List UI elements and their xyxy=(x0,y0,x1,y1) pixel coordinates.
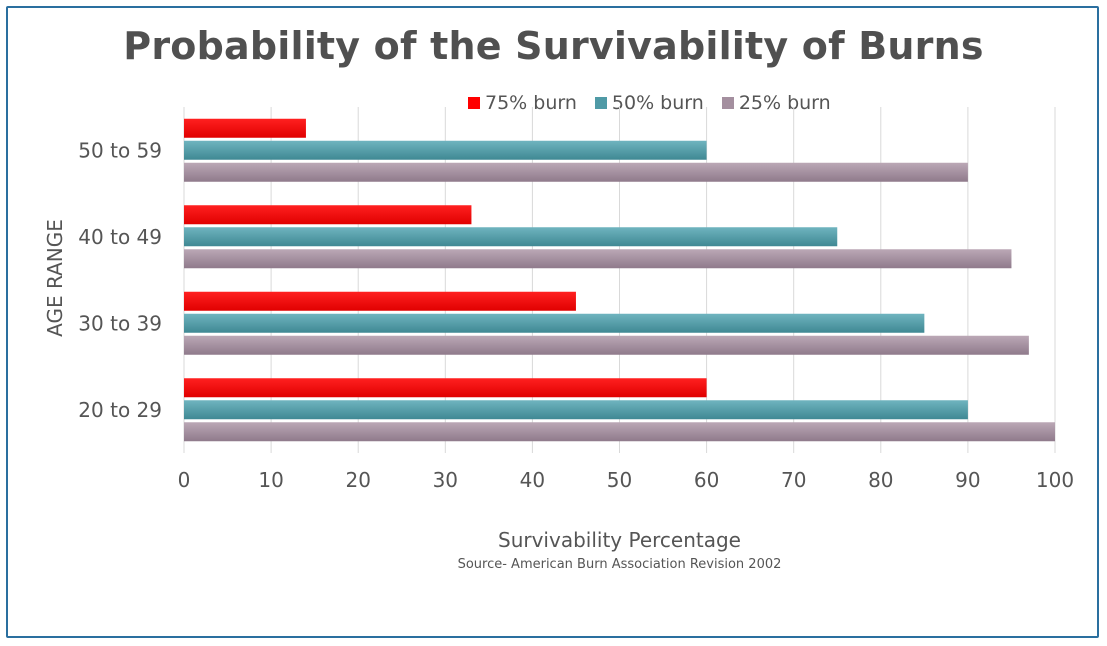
x-tick-label: 40 xyxy=(520,468,545,492)
bars xyxy=(184,118,1055,442)
bar-25-burn-20-to-29 xyxy=(184,422,1055,442)
legend: 75% burn 50% burn 25% burn xyxy=(468,91,831,115)
x-tick-label: 0 xyxy=(178,468,191,492)
bar-75-burn-40-to-49 xyxy=(184,205,472,225)
x-axis-title: Survivability Percentage xyxy=(498,528,741,552)
legend-swatch-75 xyxy=(468,97,480,109)
bar-50-burn-40-to-49 xyxy=(184,227,838,247)
bar-50-burn-20-to-29 xyxy=(184,400,968,420)
legend-label-50: 50% burn xyxy=(611,92,704,114)
x-tick-label: 90 xyxy=(955,468,980,492)
y-category-label: 40 to 49 xyxy=(78,225,162,249)
y-category-label: 20 to 29 xyxy=(78,398,162,422)
x-tick-label: 100 xyxy=(1036,468,1074,492)
bar-75-burn-20-to-29 xyxy=(184,378,707,398)
legend-swatch-50 xyxy=(594,97,607,109)
x-tick-label: 80 xyxy=(868,468,893,492)
x-tick-label: 70 xyxy=(781,468,806,492)
bar-75-burn-50-to-59 xyxy=(184,118,306,138)
y-category-label: 50 to 59 xyxy=(78,138,162,162)
bar-25-burn-50-to-59 xyxy=(184,162,968,182)
x-tick-label: 60 xyxy=(694,468,719,492)
legend-item-75: 75% burn xyxy=(468,92,577,114)
bar-25-burn-40-to-49 xyxy=(184,249,1012,269)
bar-75-burn-30-to-39 xyxy=(184,291,576,311)
x-tick-label: 50 xyxy=(607,468,632,492)
x-tick-labels: 0 10 20 30 40 50 60 70 80 90 100 xyxy=(178,468,1074,492)
legend-item-50: 50% burn xyxy=(594,92,704,114)
chart-title: Probability of the Survivability of Burn… xyxy=(123,24,984,68)
legend-label-25: 25% burn xyxy=(738,92,831,114)
bar-50-burn-50-to-59 xyxy=(184,140,707,160)
x-tick-label: 10 xyxy=(258,468,283,492)
bar-25-burn-30-to-39 xyxy=(184,335,1029,355)
legend-swatch-25 xyxy=(721,97,734,109)
y-category-labels: 20 to 29 30 to 39 40 to 49 50 to 59 xyxy=(78,138,162,422)
x-tick-label: 30 xyxy=(433,468,458,492)
legend-item-25: 25% burn xyxy=(721,92,831,114)
source-note: Source- American Burn Association Revisi… xyxy=(457,557,782,572)
y-category-label: 30 to 39 xyxy=(78,311,162,335)
legend-label-75: 75% burn xyxy=(485,92,577,114)
x-tick-label: 20 xyxy=(345,468,370,492)
bar-50-burn-30-to-39 xyxy=(184,313,925,333)
y-axis-title: AGE RANGE xyxy=(43,219,67,337)
